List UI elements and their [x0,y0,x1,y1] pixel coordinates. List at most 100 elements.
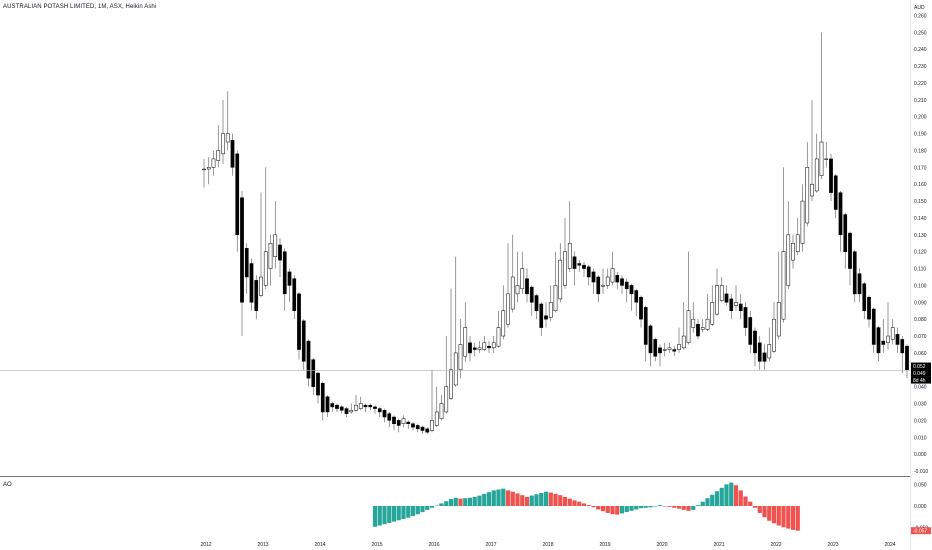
candle-body [572,256,577,269]
price-badge-bg [911,376,931,384]
candle-body [363,404,368,408]
candle-body [620,278,624,286]
price-badge-bg [911,369,931,377]
time-tick-label: 2021 [713,542,724,548]
candle-body [244,248,249,278]
candle-body [387,413,392,421]
candle-body [472,347,477,350]
candle-body [748,317,753,345]
candle-body [667,347,672,350]
candle-body [306,340,311,379]
candle-body [686,310,691,344]
candle-body [525,278,529,295]
ao-bar [548,492,553,506]
ao-bar [372,506,378,527]
candle-body [216,150,221,161]
candle-body [344,408,349,414]
ao-bar [586,505,591,506]
candle-body [577,263,582,266]
candle-body [700,327,705,330]
candle-body [886,335,890,344]
ao-bar [619,506,625,514]
candle-body [373,406,377,409]
candle-body [354,404,358,411]
ao-bar [686,506,691,511]
candle-body [320,383,325,413]
candle-body [506,293,510,325]
ao-bar [496,489,501,506]
ao-bar [743,496,748,506]
candle-body [691,318,696,328]
candle-body [734,302,738,306]
ao-badge-text: -0.057 [913,529,927,535]
ao-bar [771,506,777,524]
ao-bar [662,506,667,507]
candle-body [582,264,586,269]
price-tick-label: -0.010 [914,469,928,475]
candle-body [762,352,767,362]
ao-bar [396,506,401,521]
candle-body [772,318,776,352]
candle-body [662,349,667,351]
candle-body [411,423,415,428]
candle-body [791,243,795,261]
candle-body [805,167,810,224]
ao-bar [543,491,549,506]
ao-bar [439,503,444,506]
candle-body [225,133,230,143]
ao-bar [724,484,729,506]
ao-bar [572,500,577,506]
ao-bar [458,498,463,506]
ao-badge-bg [911,527,931,535]
candle-body [876,327,881,354]
candle-body [776,302,781,337]
candle-body [795,234,800,252]
ao-bar [420,506,425,513]
price-badge-text: 0.052 [913,364,926,370]
ao-bar [382,506,387,525]
candle-body [601,285,605,287]
ao-bar [501,488,506,506]
candle-body [420,426,425,431]
ao-bar [477,495,482,506]
ao-bar [605,506,610,513]
ao-bar [486,492,492,506]
candle-body [529,286,534,303]
price-tick-label: 0.080 [914,317,927,323]
candle-body [477,347,482,350]
ao-bar [710,494,715,506]
ao-bar [691,506,696,510]
price-tick-label: 0.190 [914,132,927,138]
ao-bar [653,506,658,507]
ao-bar [520,495,525,506]
ao-bar [558,495,563,506]
candle-body [453,352,458,386]
ao-bar [410,506,416,516]
candle-body [833,175,838,210]
price-tick-label: 0.040 [914,385,927,391]
candle-body [292,278,297,311]
candle-body [819,141,824,177]
candle-body [658,347,662,354]
price-badge-text: 8d 4h [913,378,926,384]
candle-body [857,273,862,295]
candle-body [719,285,724,301]
candle-body [862,283,867,311]
candle-body [829,158,833,193]
candle-body [496,327,501,347]
candle-body [824,158,829,160]
ao-bar [634,506,639,510]
price-tick-label: 0.140 [914,216,927,222]
price-tick-label: 0.160 [914,182,927,188]
time-tick-label: 2012 [200,542,211,548]
candle-body [539,303,544,328]
ao-bar [596,506,601,510]
candle-body [235,153,240,236]
candle-body [425,428,430,433]
ao-bar [415,506,420,515]
candle-body [567,243,572,269]
candle-body [781,251,786,320]
currency-label: AUD [914,5,925,11]
candle-body [629,285,634,295]
